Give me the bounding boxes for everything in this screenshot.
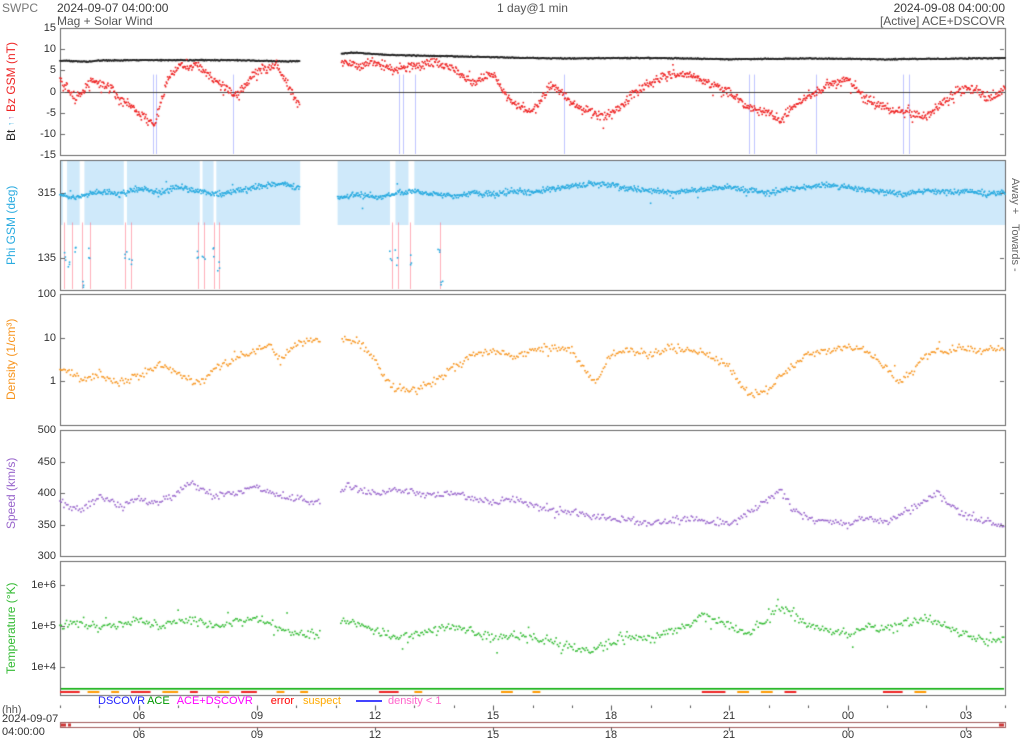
x-tick-label: 18 [604, 729, 618, 741]
x-tick-label: 09 [250, 729, 264, 741]
end-time: 2024-09-08 04:00:00 [893, 1, 1005, 15]
x-tick-label: 06 [132, 729, 146, 741]
legend-item: ACE+DSCOVR [176, 694, 253, 707]
y-tick-label: 10 [43, 43, 56, 55]
towards-label: Towards - [1009, 224, 1021, 272]
footer-time: 04:00:00 [2, 726, 45, 738]
y-tick-label: 100 [37, 288, 56, 300]
y-tick-label: 1 [49, 375, 56, 387]
away-label: Away + [1009, 178, 1021, 215]
y-tick-label: 135 [37, 252, 56, 264]
x-tick-label: 12 [368, 729, 382, 741]
resolution-label: 1 day@1 min [497, 1, 568, 15]
y-tick-label: 500 [37, 424, 56, 436]
by-marker-icon: ↑ [6, 121, 16, 126]
y-tick-label: 1e+5 [31, 620, 56, 632]
x-tick-label: 21 [722, 710, 736, 722]
density-flag-line-sample [355, 699, 382, 702]
y-tick-label: -15 [40, 149, 56, 161]
y-tick-label: 1e+4 [31, 661, 56, 673]
x-tick-label: 00 [841, 710, 855, 722]
y-tick-label: 0 [49, 86, 56, 98]
x-tick-label: 12 [368, 710, 382, 722]
y-tick-label: 450 [37, 456, 56, 468]
y-tick-label: 300 [37, 550, 56, 562]
y-tick-label: -5 [46, 107, 56, 119]
x-tick-label: 15 [486, 710, 500, 722]
legend-item: error [270, 694, 295, 707]
y-tick-label: 400 [37, 487, 56, 499]
legend-item: suspect [303, 694, 341, 707]
legend-item: ACE [147, 694, 170, 707]
legend-item: DSCOVR [98, 694, 146, 707]
hour-axis-unit: (hh) [2, 704, 22, 716]
y-tick-label: 15 [43, 22, 56, 34]
x-tick-label: 06 [132, 710, 146, 722]
x-tick-label: 00 [841, 729, 855, 741]
source-status: [Active] ACE+DSCOVR [879, 14, 1005, 28]
y-tick-label: 5 [49, 64, 56, 76]
brand: SWPC [2, 1, 38, 15]
plot-title: Mag + Solar Wind [57, 14, 153, 28]
y-tick-label: 315 [37, 187, 56, 199]
legend: DSCOVR ACE ACE+DSCOVR error suspect density <… [98, 694, 441, 707]
y-tick-label: 350 [37, 519, 56, 531]
y-tick-label: 10 [43, 332, 56, 344]
x-tick-label: 18 [604, 710, 618, 722]
x-tick-label: 21 [722, 729, 736, 741]
legend-item: density < 1 [387, 694, 442, 707]
y-tick-label: 1e+6 [31, 579, 56, 591]
density-axis-label: Density (1/cm³) [4, 318, 18, 401]
y-tick-label: -10 [40, 128, 56, 140]
x-tick-label: 03 [959, 710, 973, 722]
x-tick-label: 03 [959, 729, 973, 741]
footer-date: 2024-09-07 [2, 713, 59, 725]
x-tick-label: 09 [250, 710, 264, 722]
start-time: 2024-09-07 04:00:00 [57, 1, 169, 15]
phi-axis-label: Phi GSM (deg) [4, 185, 18, 265]
x-tick-label: 15 [486, 729, 500, 741]
phi-sector-label: Away + Towards - [1007, 160, 1023, 290]
